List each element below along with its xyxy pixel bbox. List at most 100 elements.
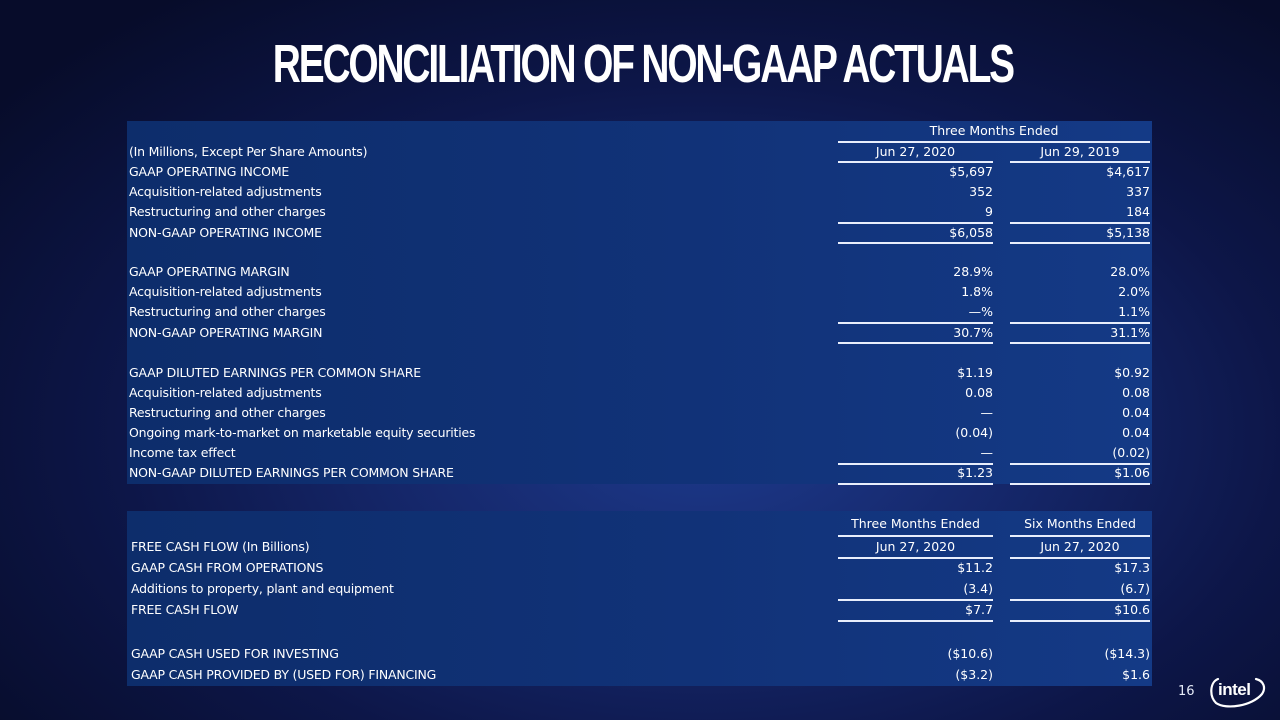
non-gaap-reconciliation-table: Three Months Ended (In Millions, Except … xyxy=(127,121,1152,485)
row-value-three-months: (3.4) xyxy=(963,581,993,596)
row-label: GAAP DILUTED EARNINGS PER COMMON SHARE xyxy=(129,365,421,380)
col2-header: Jun 27, 2020 xyxy=(1040,539,1120,554)
rule xyxy=(838,322,993,324)
rule xyxy=(1010,463,1150,465)
row-label: Restructuring and other charges xyxy=(129,204,326,219)
table-row: Additions to property, plant and equipme… xyxy=(127,579,1152,599)
row-value-q2-2019: 28.0% xyxy=(1110,264,1150,279)
free-cash-flow-table: Three Months Ended Six Months Ended FREE… xyxy=(127,511,1152,686)
rule xyxy=(1010,322,1150,324)
row-label: GAAP CASH USED FOR INVESTING xyxy=(131,646,339,661)
rule xyxy=(838,483,993,485)
rule xyxy=(838,557,993,559)
rule xyxy=(1010,483,1150,485)
row-value-q2-2020: 30.7% xyxy=(953,325,993,340)
row-value-q2-2019: $1.06 xyxy=(1114,465,1150,480)
row-value-q2-2019: $0.92 xyxy=(1114,365,1150,380)
row-label: NON-GAAP OPERATING MARGIN xyxy=(129,325,323,340)
rule xyxy=(838,620,993,622)
row-label: Ongoing mark-to-market on marketable equ… xyxy=(129,425,476,440)
rule xyxy=(1010,161,1150,163)
page-number: 16 xyxy=(1178,684,1195,699)
row-value-q2-2020: 352 xyxy=(969,184,993,199)
table-row: GAAP DILUTED EARNINGS PER COMMON SHARE $… xyxy=(127,363,1152,383)
row-value-q2-2019: $5,138 xyxy=(1106,225,1150,240)
rule xyxy=(838,222,993,224)
row-label: NON-GAAP OPERATING INCOME xyxy=(129,225,322,240)
row-value-six-months: (6.7) xyxy=(1120,581,1150,596)
row-value-q2-2019: (0.02) xyxy=(1112,445,1150,460)
table-row: Ongoing mark-to-market on marketable equ… xyxy=(127,423,1152,443)
row-value-q2-2019: 0.04 xyxy=(1122,405,1150,420)
rule xyxy=(1010,535,1150,537)
row-value-q2-2019: 2.0% xyxy=(1118,284,1150,299)
rule xyxy=(1010,242,1150,244)
row-value-q2-2019: 337 xyxy=(1126,184,1150,199)
table-row: Restructuring and other charges 9 184 xyxy=(127,202,1152,222)
row-value-q2-2019: 0.08 xyxy=(1122,385,1150,400)
row-value-q2-2020: —% xyxy=(968,304,993,319)
row-label: Acquisition-related adjustments xyxy=(129,184,322,199)
slide-title: RECONCILIATION OF NON-GAAP ACTUALS xyxy=(272,34,1015,94)
unit-label: (In Millions, Except Per Share Amounts) xyxy=(129,144,368,159)
row-value-q2-2019: 184 xyxy=(1126,204,1150,219)
rule xyxy=(838,599,993,601)
table-row: Restructuring and other charges —% 1.1% xyxy=(127,302,1152,322)
col2-period-header: Six Months Ended xyxy=(1024,516,1136,531)
table-row: GAAP OPERATING INCOME $5,697 $4,617 xyxy=(127,162,1152,182)
row-value-q2-2020: 9 xyxy=(985,204,993,219)
header-rule xyxy=(838,141,1150,143)
intel-logo: intel xyxy=(1208,676,1266,708)
row-label: GAAP OPERATING MARGIN xyxy=(129,264,290,279)
rule xyxy=(1010,599,1150,601)
row-value-q2-2020: (0.04) xyxy=(955,425,993,440)
row-value-q2-2020: 28.9% xyxy=(953,264,993,279)
row-value-six-months: $10.6 xyxy=(1114,602,1150,617)
table-header-date-row: FREE CASH FLOW (In Billions) Jun 27, 202… xyxy=(127,537,1152,557)
table-header-period-row: Three Months Ended Six Months Ended xyxy=(127,514,1152,534)
col1-period-header: Three Months Ended xyxy=(851,516,980,531)
row-value-q2-2019: 1.1% xyxy=(1118,304,1150,319)
rule xyxy=(838,242,993,244)
rule xyxy=(838,342,993,344)
table-row-total: NON-GAAP OPERATING MARGIN 30.7% 31.1% xyxy=(127,323,1152,343)
row-label: GAAP CASH FROM OPERATIONS xyxy=(131,560,324,575)
intel-swoosh-icon xyxy=(1210,677,1266,708)
table-row-total: NON-GAAP OPERATING INCOME $6,058 $5,138 xyxy=(127,223,1152,243)
row-label: FREE CASH FLOW xyxy=(131,602,239,617)
row-value-q2-2019: 31.1% xyxy=(1110,325,1150,340)
row-label: GAAP CASH PROVIDED BY (USED FOR) FINANCI… xyxy=(131,667,437,682)
row-value-q2-2020: — xyxy=(980,445,994,460)
table-header-date-row: (In Millions, Except Per Share Amounts) … xyxy=(127,142,1152,162)
row-value-q2-2020: $6,058 xyxy=(949,225,993,240)
table-row: GAAP CASH PROVIDED BY (USED FOR) FINANCI… xyxy=(127,665,1152,685)
row-value-three-months: $7.7 xyxy=(965,602,993,617)
row-value-q2-2020: $1.23 xyxy=(957,465,993,480)
row-value-six-months: $1.6 xyxy=(1122,667,1150,682)
row-value-q2-2019: $4,617 xyxy=(1106,164,1150,179)
row-label: Acquisition-related adjustments xyxy=(129,284,322,299)
rule xyxy=(838,463,993,465)
row-value-three-months: $11.2 xyxy=(957,560,993,575)
table-row: GAAP OPERATING MARGIN 28.9% 28.0% xyxy=(127,262,1152,282)
table-row: Income tax effect — (0.02) xyxy=(127,443,1152,463)
table-row-total: NON-GAAP DILUTED EARNINGS PER COMMON SHA… xyxy=(127,463,1152,483)
period-header: Three Months Ended xyxy=(929,123,1059,138)
col2-header: Jun 29, 2019 xyxy=(1040,144,1120,159)
rule xyxy=(1010,222,1150,224)
intel-wordmark: intel xyxy=(1218,680,1251,699)
unit-label: FREE CASH FLOW (In Billions) xyxy=(131,539,310,554)
table-row: Acquisition-related adjustments 0.08 0.0… xyxy=(127,383,1152,403)
rule xyxy=(1010,557,1150,559)
col1-header: Jun 27, 2020 xyxy=(875,539,956,554)
row-label: Restructuring and other charges xyxy=(129,304,326,319)
row-value-q2-2019: 0.04 xyxy=(1122,425,1150,440)
rule xyxy=(1010,620,1150,622)
row-label: NON-GAAP DILUTED EARNINGS PER COMMON SHA… xyxy=(129,465,454,480)
row-value-six-months: ($14.3) xyxy=(1104,646,1150,661)
table-row: GAAP CASH FROM OPERATIONS $11.2 $17.3 xyxy=(127,558,1152,578)
table-row: Acquisition-related adjustments 352 337 xyxy=(127,182,1152,202)
row-value-q2-2020: — xyxy=(980,405,994,420)
table-row: Restructuring and other charges — 0.04 xyxy=(127,403,1152,423)
table-row: GAAP CASH USED FOR INVESTING ($10.6) ($1… xyxy=(127,644,1152,664)
